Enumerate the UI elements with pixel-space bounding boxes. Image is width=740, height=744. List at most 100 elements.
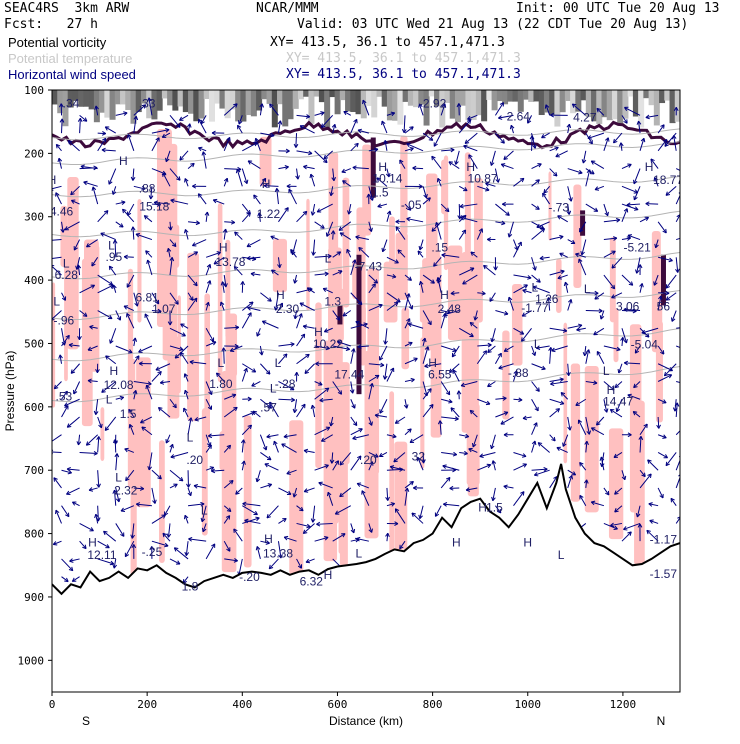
pv-extremum-label: -1.57 xyxy=(650,567,678,581)
pv-shade xyxy=(343,178,350,308)
pv-extremum-label: -.73 xyxy=(548,201,569,215)
pv-extremum-label: L xyxy=(218,356,225,370)
pv-extremum-label: 2.32 xyxy=(114,483,138,497)
pv-extremum-label: H xyxy=(440,288,449,302)
pv-extremum-label: H xyxy=(264,532,273,546)
pv-strat-shade xyxy=(670,90,676,123)
y-tick-label: 700 xyxy=(24,464,44,477)
pv-extremum-label: 6.28 xyxy=(55,268,79,282)
pv-extremum-label: -.20 xyxy=(239,570,260,584)
pv-extremum-label: L xyxy=(275,356,282,370)
pv-strat-shade xyxy=(115,90,121,104)
pv-strat-shade xyxy=(335,90,341,114)
pv-strat-shade xyxy=(549,90,555,115)
pv-strat-shade xyxy=(314,90,320,97)
pv-strat-shade xyxy=(183,90,189,112)
pv-extremum-label: 1.5 xyxy=(372,185,389,199)
pv-strat-shade xyxy=(492,90,498,110)
y-tick-label: 300 xyxy=(24,211,44,224)
pv-strat-shade xyxy=(267,90,273,104)
pv-strat-shade xyxy=(83,90,89,107)
pv-extremum-label: 12.11 xyxy=(87,548,116,562)
pv-strat-shade xyxy=(659,90,665,103)
pv-extremum-label: L xyxy=(603,364,610,378)
pv-shade xyxy=(222,371,237,572)
pv-strat-shade xyxy=(465,90,471,120)
pv-extremum-label: 13.38 xyxy=(263,547,293,561)
y-axis-label: Pressure (hPa) xyxy=(3,351,17,432)
pv-extremum-label: -1.77 xyxy=(521,301,549,315)
pv-strat-shade xyxy=(167,90,173,105)
pv-strat-shade xyxy=(450,90,456,119)
pv-extremum-label: H xyxy=(276,288,285,302)
pv-extremum-label: L xyxy=(356,547,363,561)
pv-strat-shade xyxy=(523,90,529,100)
pv-extremum-label: -.88 xyxy=(508,366,529,380)
pv-extremum-label: 4.27 xyxy=(573,111,597,125)
pv-extremum-label: .15 xyxy=(431,241,448,255)
pv-strat-shade xyxy=(178,90,184,106)
pv-extremum-label: H xyxy=(219,241,228,255)
pv-extremum-label: 1.22 xyxy=(257,207,281,221)
pv-strat-shade xyxy=(329,90,335,97)
y-tick-label: 900 xyxy=(24,591,44,604)
y-tick-label: 100 xyxy=(24,84,44,97)
x-tick-label: 1200 xyxy=(610,698,637,711)
pv-strat-shade xyxy=(392,90,398,121)
pv-extremum-label: 2.30 xyxy=(276,302,300,316)
pv-strat-shade xyxy=(596,90,602,124)
pv-extremum-label: .34 xyxy=(63,97,80,111)
pv-extremum-label: 15.18 xyxy=(139,199,169,213)
pv-strat-shade xyxy=(324,90,330,128)
pv-strat-shade xyxy=(188,90,194,114)
pv-extremum-label: L xyxy=(53,294,60,308)
pv-strat-shade xyxy=(654,90,660,125)
pv-strat-shade xyxy=(502,90,508,104)
pv-strat-shade xyxy=(513,90,519,102)
pv-extremum-label: .20 xyxy=(360,453,377,467)
pv-strat-shade xyxy=(94,90,100,122)
pv-shade xyxy=(466,177,471,344)
pv-extremum-label: 14.47 xyxy=(603,395,633,409)
pv-strat-shade xyxy=(104,90,110,118)
pv-strat-shade xyxy=(560,90,566,112)
pv-strat-shade xyxy=(246,90,252,115)
pv-extremum-label: H xyxy=(110,364,119,378)
pv-strat-shade xyxy=(303,90,309,97)
pv-extremum-label: -2.92 xyxy=(419,97,447,111)
pv-extremum-label: 18.77 xyxy=(653,173,683,187)
pv-strat-shade xyxy=(52,90,58,104)
pv-extremum-label: H xyxy=(452,535,461,549)
pv-strat-shade xyxy=(408,90,414,106)
pv-strat-shade xyxy=(319,90,325,102)
pv-strat-shade xyxy=(162,90,168,98)
pv-strat-shade xyxy=(382,90,388,107)
pv-extremum-label: .88 xyxy=(139,182,156,196)
pv-strat-shade xyxy=(157,90,163,111)
pv-extremum-label: 6.55 xyxy=(428,367,452,381)
pv-extremum-label: 2.64 xyxy=(507,109,531,123)
pv-extremum-label: -.05 xyxy=(401,198,422,212)
pv-strat-shade xyxy=(554,90,560,127)
pv-strat-shade xyxy=(110,90,116,120)
pv-strat-shade xyxy=(664,90,670,101)
pv-strat-shade xyxy=(298,90,304,99)
pv-extremum-label: 2.48 xyxy=(438,302,462,316)
pv-shade xyxy=(610,237,616,322)
x-end-label-left: S xyxy=(82,714,90,728)
pv-extremum-label: 1.3 xyxy=(324,294,341,308)
pv-extremum-label: 3.06 xyxy=(616,300,640,314)
pv-strat-shade xyxy=(288,90,294,119)
pv-shade xyxy=(656,321,663,422)
pv-extremum-label: L xyxy=(106,393,113,407)
pv-extremum-label: -.96 xyxy=(54,313,75,327)
pv-extremum-label: L xyxy=(201,504,208,518)
pv-strat-shade xyxy=(172,90,178,111)
pv-extremum-label: 6.32 xyxy=(300,575,324,589)
pv-extremum-label: 1.80 xyxy=(209,377,233,391)
pv-strat-shade xyxy=(345,90,351,111)
pv-extremum-label: H xyxy=(324,568,333,582)
pv-strat-shade xyxy=(429,90,435,96)
pv-extremum-label: H xyxy=(262,177,271,191)
